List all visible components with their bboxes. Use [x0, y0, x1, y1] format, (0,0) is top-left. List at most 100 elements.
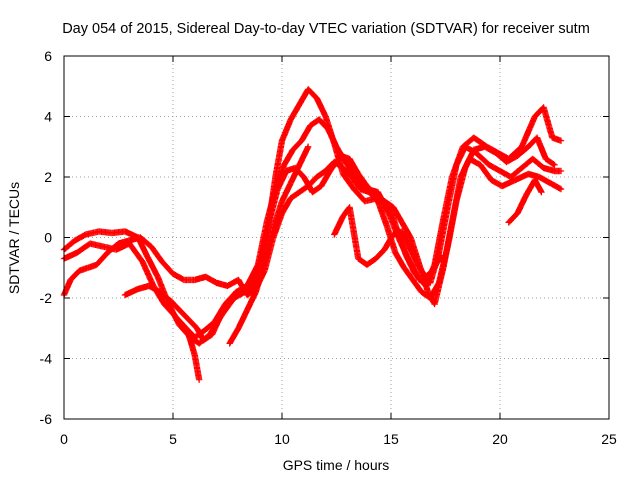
data-point	[429, 253, 444, 274]
data-point	[161, 300, 178, 319]
data-point	[518, 156, 535, 172]
x-tick-label: 10	[274, 431, 290, 447]
data-point	[427, 280, 442, 302]
data-point	[182, 325, 194, 343]
x-axis-ticks: 0 5 10 15 20 25	[60, 56, 617, 447]
data-point	[348, 173, 363, 192]
data-point	[346, 155, 361, 176]
data-point	[518, 114, 538, 150]
data-point	[67, 268, 82, 284]
data-point	[87, 240, 106, 250]
grid	[64, 56, 609, 419]
data-point	[143, 252, 161, 279]
data-point	[167, 297, 182, 313]
data-point	[477, 161, 494, 183]
data-points	[60, 86, 565, 383]
data-point	[540, 104, 556, 140]
data-point	[374, 198, 390, 228]
data-point	[499, 177, 518, 190]
data-point	[202, 273, 219, 286]
y-tick-label: -4	[40, 351, 53, 367]
y-axis-label: SDTVAR / TECUs	[6, 182, 22, 294]
data-point	[355, 170, 370, 189]
data-point	[313, 168, 328, 181]
data-point	[514, 193, 529, 217]
series-track-h	[182, 325, 203, 383]
y-axis-ticks: -6 -4 -2 0 2 4 6	[40, 48, 609, 427]
data-point	[396, 237, 412, 261]
data-point	[315, 116, 330, 131]
y-tick-label: 0	[44, 230, 52, 246]
data-point	[226, 326, 241, 347]
data-point	[93, 250, 110, 268]
x-tick-label: 20	[492, 431, 508, 447]
data-point	[169, 270, 186, 283]
data-point	[405, 255, 422, 282]
data-point	[121, 286, 141, 299]
data-point	[185, 316, 200, 331]
data-point	[485, 161, 502, 174]
data-point	[407, 246, 422, 270]
data-point	[309, 183, 324, 196]
data-point	[514, 144, 531, 159]
data-point	[392, 249, 407, 270]
x-tick-label: 25	[601, 431, 617, 447]
data-point	[296, 87, 311, 108]
data-point	[305, 86, 320, 101]
data-point	[148, 243, 165, 264]
data-point	[339, 170, 357, 192]
data-point	[261, 226, 277, 265]
data-point	[274, 169, 289, 193]
data-point	[191, 352, 200, 370]
data-point	[209, 308, 226, 338]
data-point	[557, 137, 565, 144]
data-point	[200, 331, 215, 344]
data-point	[318, 168, 333, 190]
data-point	[200, 319, 217, 335]
data-point	[381, 198, 396, 210]
data-point	[265, 187, 281, 226]
data-point	[139, 258, 156, 288]
data-point	[422, 268, 435, 280]
data-point	[278, 181, 294, 205]
data-point	[531, 176, 544, 195]
data-point	[546, 179, 563, 192]
data-point	[542, 155, 557, 168]
data-point	[272, 138, 285, 181]
data-point	[481, 143, 498, 156]
data-point	[193, 364, 203, 382]
data-point	[296, 183, 311, 196]
data-point	[453, 166, 468, 205]
data-point	[350, 185, 368, 204]
data-point	[104, 241, 121, 256]
data-point	[461, 147, 477, 172]
data-point	[409, 276, 424, 294]
series-track-f	[226, 143, 312, 347]
data-point	[287, 102, 302, 123]
data-point	[289, 138, 304, 153]
data-point	[503, 153, 520, 166]
data-point	[235, 276, 250, 297]
data-point	[313, 95, 329, 119]
data-point	[444, 199, 460, 250]
data-point	[400, 264, 416, 282]
x-tick-label: 5	[169, 431, 177, 447]
chart-title: Day 054 of 2015, Sidereal Day-to-day VTE…	[62, 21, 590, 37]
data-point	[270, 199, 285, 232]
data-point	[156, 288, 173, 304]
data-point	[95, 228, 114, 236]
data-point	[193, 325, 207, 343]
y-tick-label: 4	[44, 109, 52, 125]
data-point	[435, 244, 451, 287]
data-point	[346, 204, 362, 261]
series-track-e	[331, 204, 445, 280]
data-point	[366, 188, 381, 204]
y-tick-label: 6	[44, 48, 52, 64]
data-point	[381, 232, 396, 253]
y-tick-label: -2	[40, 290, 53, 306]
data-point	[296, 144, 311, 169]
x-tick-label: 15	[383, 431, 399, 447]
data-point	[512, 171, 531, 184]
data-point	[492, 149, 509, 165]
data-point	[557, 185, 565, 193]
